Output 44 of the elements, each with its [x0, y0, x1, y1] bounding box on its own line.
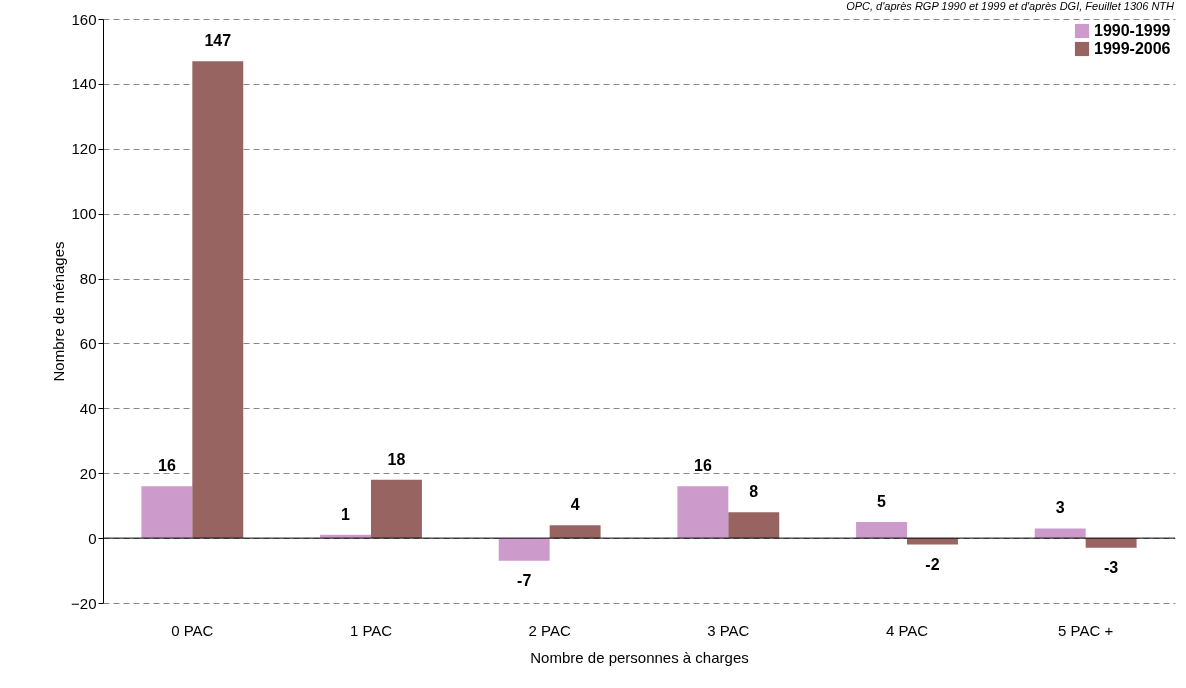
- data-label: 16: [693, 457, 712, 475]
- text: OPC, d'après RGP 1990 et 1999 et d'après DGI, Feuillet 1306 NTH: [846, 0, 1174, 13]
- bar: [498, 538, 550, 561]
- bar: [907, 538, 958, 545]
- data-label: 3: [1055, 499, 1065, 517]
- data-label: 8: [749, 483, 759, 501]
- y-tick-label: 80: [79, 270, 97, 288]
- bar: [141, 486, 193, 539]
- data-label: -3: [1104, 558, 1119, 576]
- legend-label: 1990-1999: [1094, 22, 1171, 39]
- bar: [371, 479, 422, 539]
- data-label: 4: [570, 496, 580, 514]
- bar: [549, 525, 601, 539]
- bar: [728, 512, 780, 539]
- data-label: 1: [341, 505, 351, 523]
- x-tick-label: 5 PAC +: [1058, 621, 1114, 639]
- data-label: 18: [387, 450, 406, 468]
- x-tick-label: 2 PAC: [528, 621, 571, 639]
- data-label: -2: [925, 555, 940, 573]
- data-label: 147: [204, 32, 232, 50]
- data-label: 5: [877, 492, 887, 510]
- y-tick-label: 0: [88, 529, 97, 547]
- bar: [192, 61, 244, 539]
- bar: [1034, 528, 1086, 539]
- y-tick-label: 140: [71, 75, 97, 93]
- x-tick-label: 4 PAC: [885, 621, 929, 639]
- data-label: 16: [157, 457, 176, 475]
- y-tick-label: 100: [71, 205, 97, 223]
- y-tick-label: 160: [71, 10, 97, 28]
- y-tick-label: 60: [79, 334, 97, 352]
- y-tick-label: 20: [79, 464, 97, 482]
- bar: [856, 521, 907, 539]
- y-tick-label: 40: [79, 399, 97, 417]
- y-tick-label: −20: [71, 594, 97, 612]
- bar: [677, 486, 729, 539]
- bar: [1085, 538, 1137, 548]
- data-label: -7: [517, 571, 532, 589]
- x-tick-label: 0 PAC: [171, 621, 214, 639]
- x-axis-title: Nombre de personnes à charges: [530, 648, 749, 666]
- x-tick-label: 1 PAC: [349, 621, 393, 639]
- x-tick-label: 3 PAC: [707, 621, 750, 639]
- legend-label: 1999-2006: [1094, 40, 1171, 57]
- y-tick-label: 120: [71, 140, 97, 158]
- y-axis-title: Nombre de ménages: [50, 241, 68, 382]
